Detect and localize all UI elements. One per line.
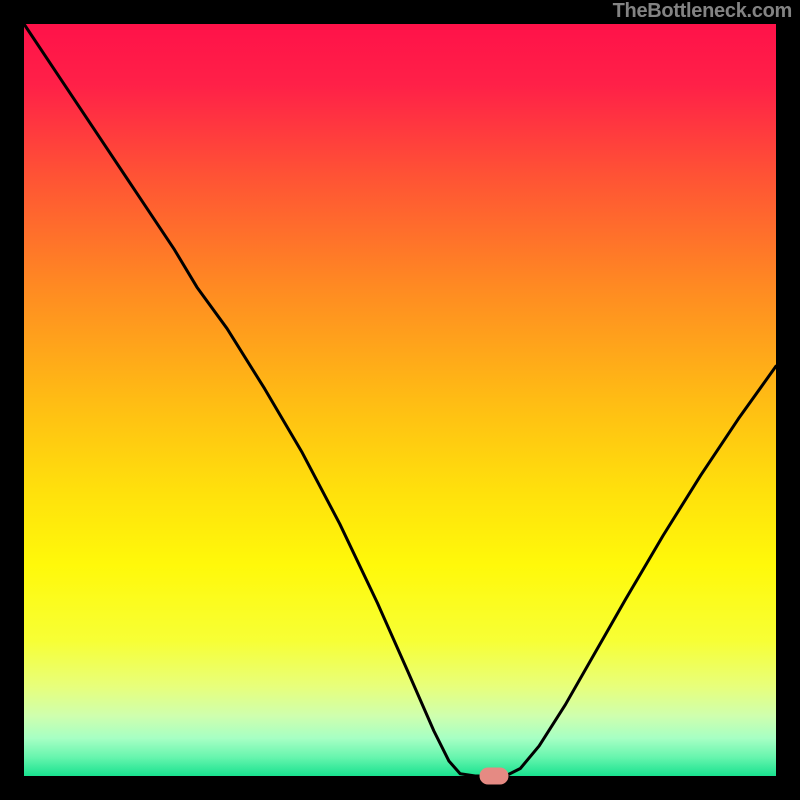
chart-stage: TheBottleneck.com <box>0 0 800 800</box>
optimal-marker <box>480 768 508 784</box>
plot-area <box>24 24 776 776</box>
chart-svg <box>0 0 800 800</box>
watermark-text: TheBottleneck.com <box>613 0 792 23</box>
